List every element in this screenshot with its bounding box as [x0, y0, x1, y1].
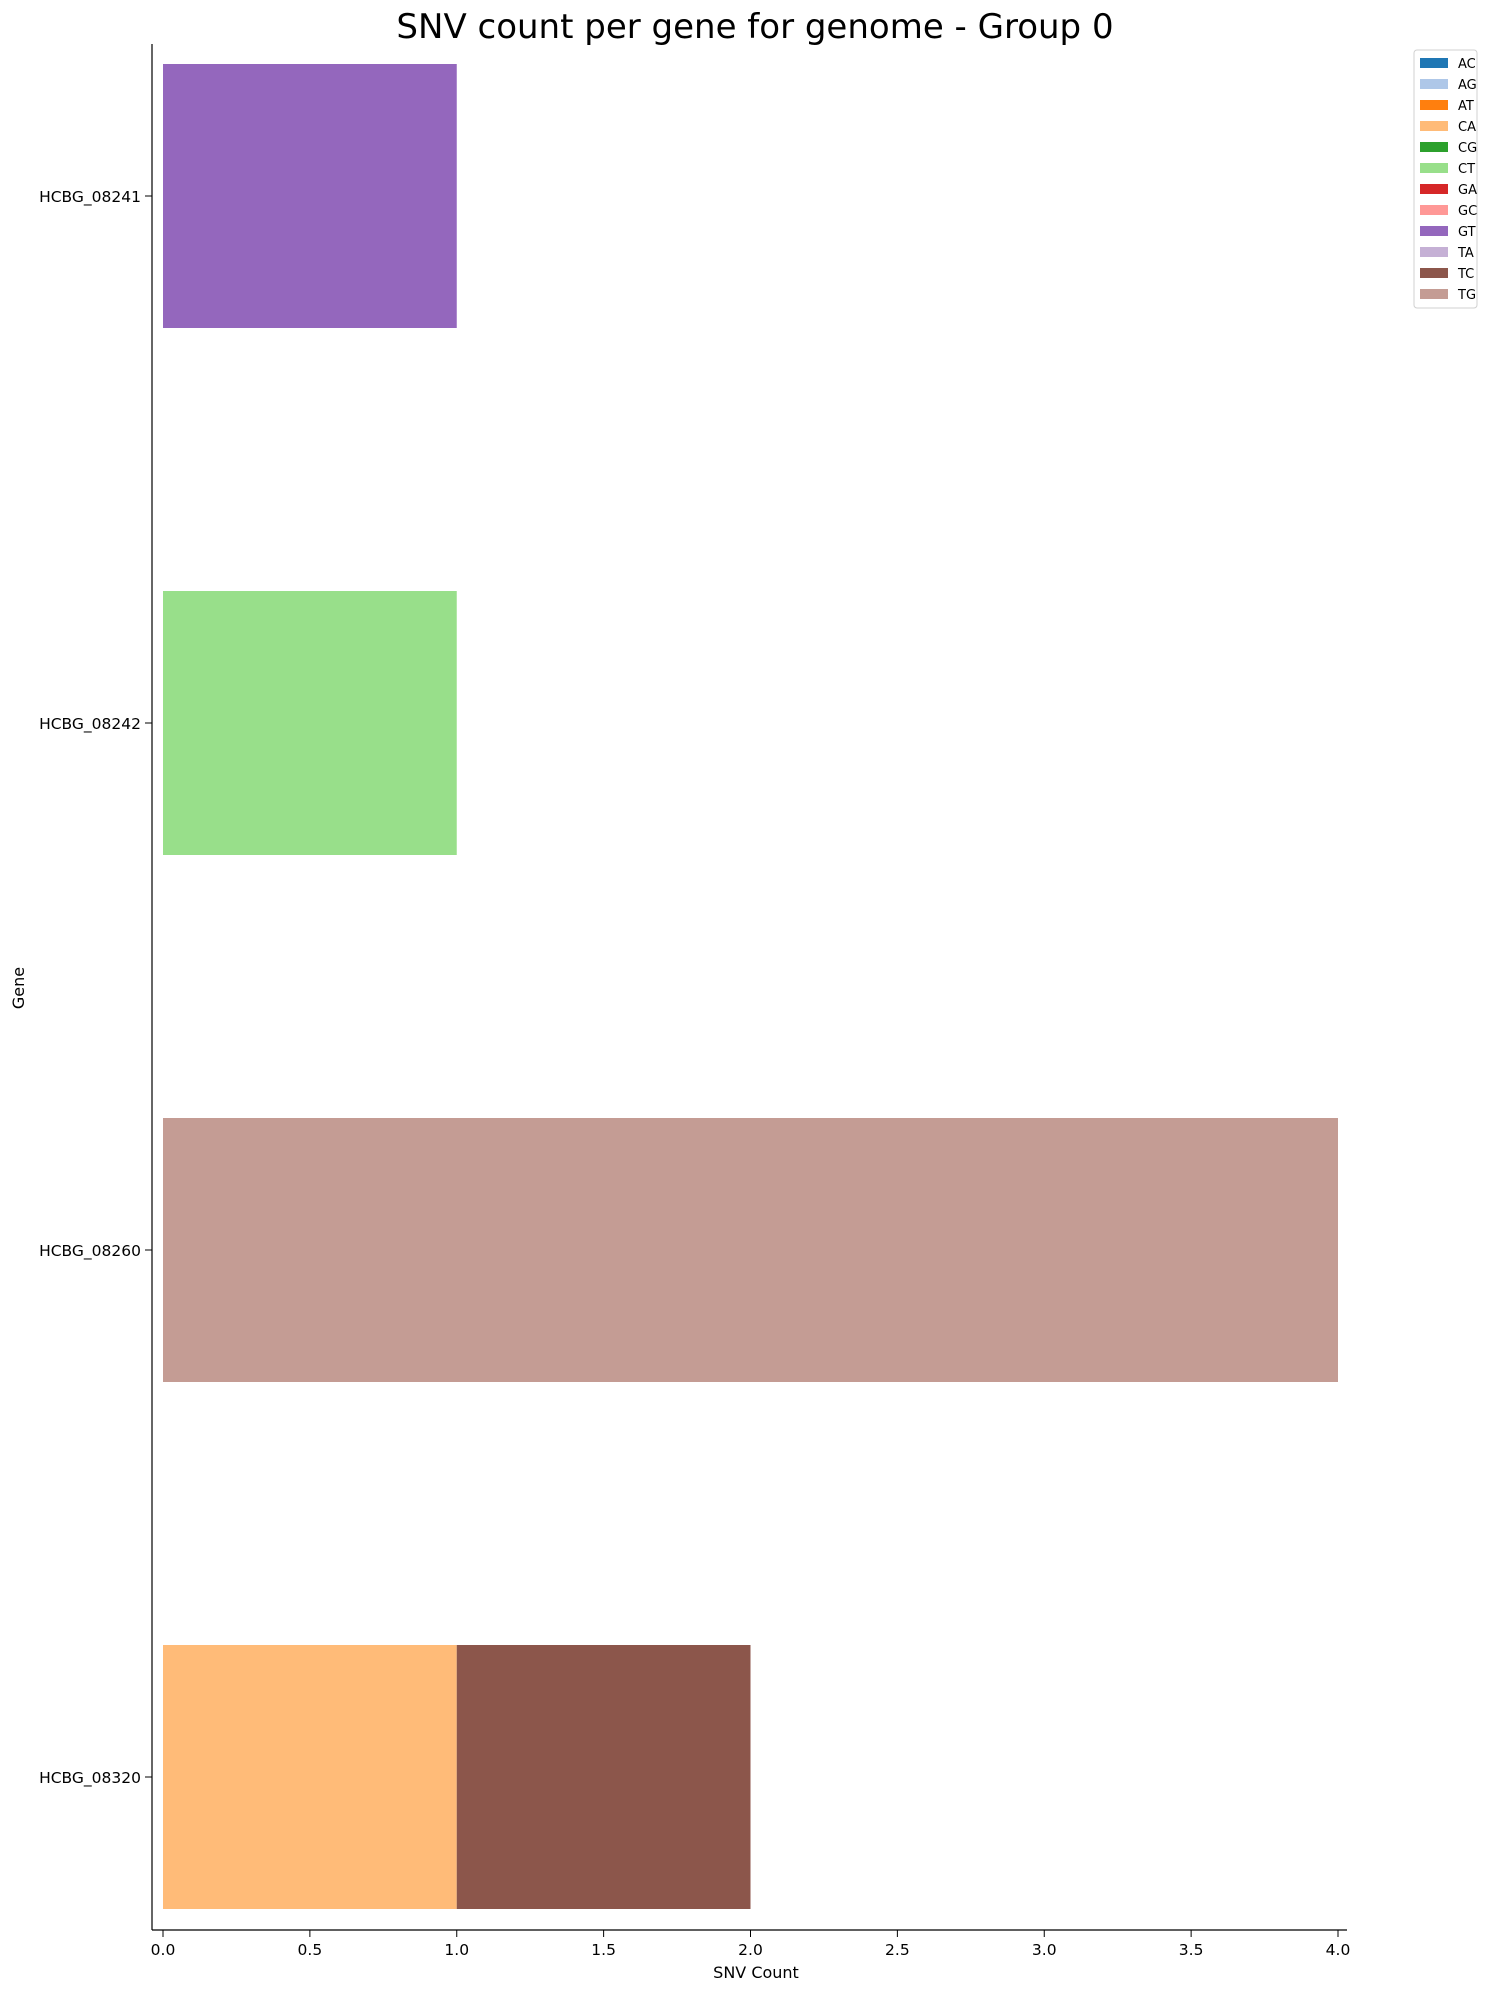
bar-hcbg-08320-ca — [163, 1645, 457, 1909]
y-ticks: HCBG_08241 HCBG_08242 HCBG_08260 HCBG_08320 — [39, 188, 152, 1788]
axes-layer — [151, 44, 1347, 1931]
y-tick-label: HCBG_08242 — [39, 715, 141, 734]
legend-frame — [1413, 49, 1478, 309]
legend-swatch-tg — [1420, 289, 1448, 299]
x-tick-label: 1.0 — [444, 1941, 469, 1959]
legend-swatch-ct — [1420, 163, 1448, 173]
legend-swatch-ag — [1420, 79, 1448, 89]
bar-hcbg-08241-gt — [163, 64, 457, 328]
legend-swatch-gt — [1420, 226, 1448, 236]
legend-swatch-tc — [1420, 268, 1448, 278]
x-tick-label: 0.5 — [298, 1941, 323, 1959]
legend-label-at: AT — [1458, 99, 1474, 114]
legend-label-ag: AG — [1458, 78, 1477, 93]
bar-hcbg-08260-tg — [163, 1118, 1338, 1382]
x-tick-label: 3.5 — [1179, 1941, 1204, 1959]
legend-label-ta: TA — [1457, 246, 1474, 261]
x-tick-label: 1.5 — [591, 1941, 616, 1959]
legend-swatch-ta — [1420, 247, 1448, 257]
legend: AC AG AT CA CG CT GA GC GT TA TC TG — [1413, 49, 1478, 309]
x-tick-label: 0.0 — [151, 1941, 176, 1959]
x-tick-label: 4.0 — [1326, 1941, 1351, 1959]
x-tick-label: 2.5 — [885, 1941, 910, 1959]
legend-swatch-cg — [1420, 142, 1448, 152]
x-ticks: 0.0 0.5 1.0 1.5 2.0 2.5 3.0 3.5 4.0 — [151, 1930, 1351, 1959]
chart-title: SNV count per gene for genome - Group 0 — [396, 7, 1113, 47]
legend-swatch-ca — [1420, 121, 1448, 131]
legend-label-ac: AC — [1458, 57, 1476, 72]
legend-swatch-ac — [1420, 58, 1448, 68]
x-tick-label: 3.0 — [1032, 1941, 1057, 1959]
legend-swatch-at — [1420, 100, 1448, 110]
bars-layer — [163, 64, 1338, 1909]
x-axis-label: SNV Count — [713, 1963, 799, 1982]
bar-hcbg-08320-tc — [456, 1645, 751, 1909]
y-axis-label: Gene — [9, 967, 28, 1009]
legend-label-ct: CT — [1458, 162, 1475, 177]
x-tick-label: 2.0 — [738, 1941, 763, 1959]
legend-label-cg: CG — [1458, 141, 1477, 156]
legend-label-gt: GT — [1458, 225, 1476, 240]
y-tick-label: HCBG_08260 — [39, 1242, 141, 1261]
legend-label-gc: GC — [1458, 204, 1477, 219]
legend-label-ga: GA — [1458, 183, 1477, 198]
legend-swatch-gc — [1420, 205, 1448, 215]
legend-label-ca: CA — [1458, 120, 1476, 135]
legend-swatch-ga — [1420, 184, 1448, 194]
legend-label-tg: TG — [1457, 288, 1476, 303]
legend-label-tc: TC — [1457, 267, 1474, 282]
bar-hcbg-08242-ct — [163, 591, 457, 855]
y-tick-label: HCBG_08241 — [39, 188, 141, 207]
y-tick-label: HCBG_08320 — [39, 1769, 141, 1788]
